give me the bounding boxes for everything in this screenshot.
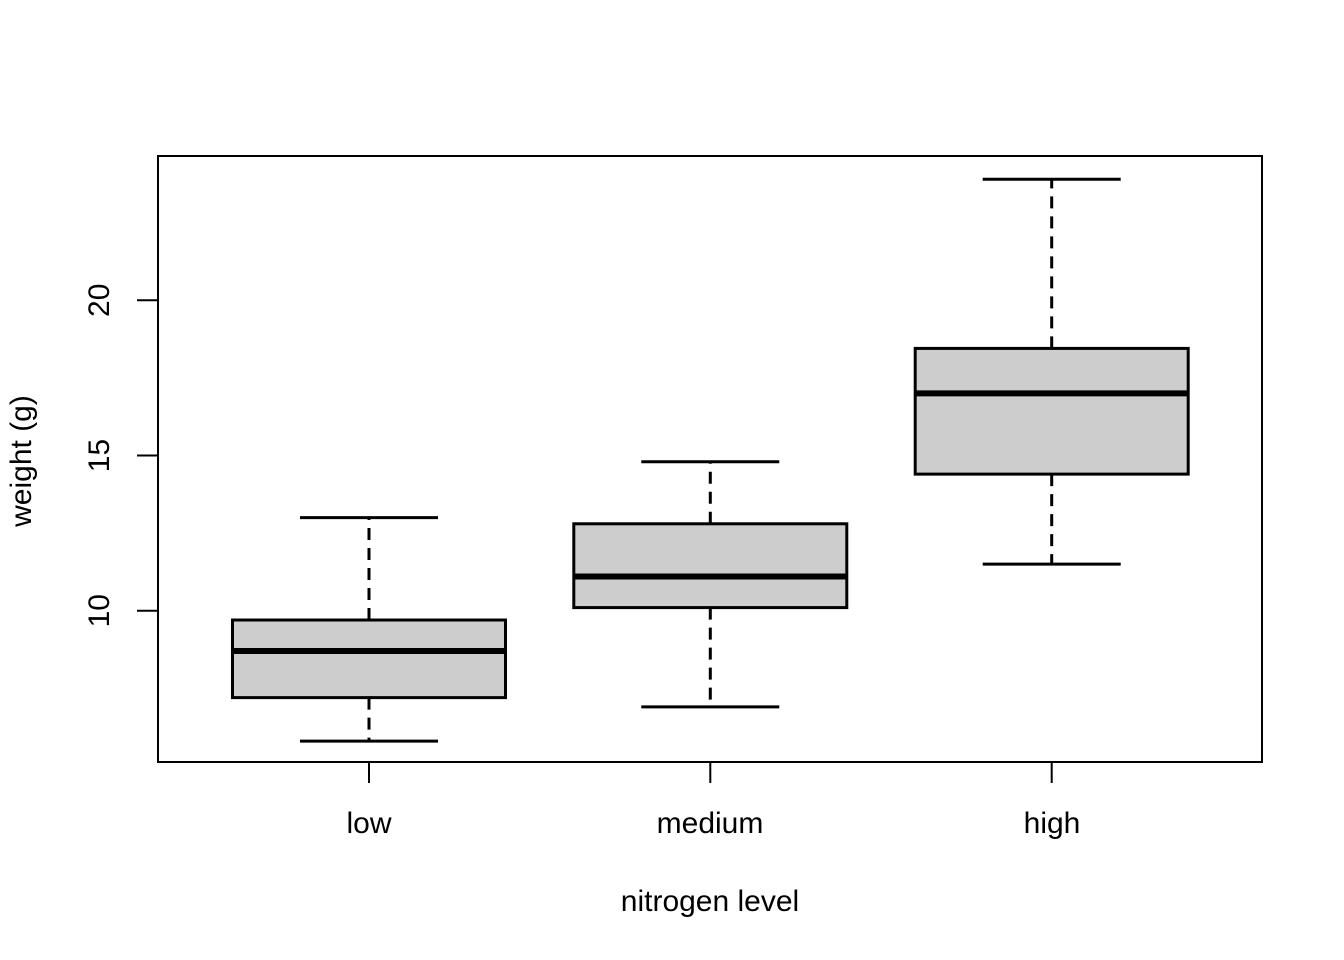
y-tick-label-15: 15 xyxy=(83,439,116,472)
y-tick-label-20: 20 xyxy=(83,284,116,317)
x-category-label-high: high xyxy=(1024,807,1081,840)
x-category-label-medium: medium xyxy=(657,807,764,840)
iqr-box-low xyxy=(231,618,507,700)
x-axis-title: nitrogen level xyxy=(621,885,799,918)
plot-content xyxy=(137,177,1190,783)
iqr-box-medium xyxy=(572,522,849,610)
y-tick-label-10: 10 xyxy=(83,594,116,627)
y-axis-title: weight (g) xyxy=(5,395,38,528)
iqr-box-high xyxy=(913,346,1190,476)
x-category-label-low: low xyxy=(346,807,391,840)
